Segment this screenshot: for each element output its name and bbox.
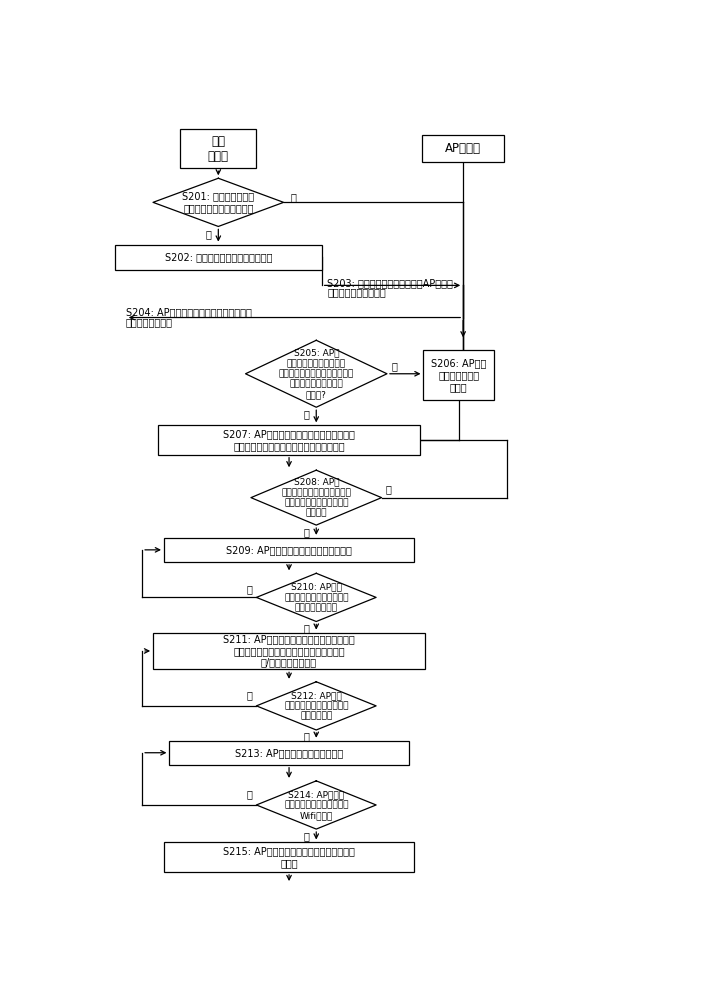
Text: S201: 调制解调器检测
专用承载处理是否发生异常: S201: 调制解调器检测 专用承载处理是否发生异常 — [183, 192, 254, 213]
Text: 发送所述异常处理通知: 发送所述异常处理通知 — [327, 287, 386, 297]
Text: AP处理器: AP处理器 — [445, 142, 481, 155]
Text: 是: 是 — [303, 623, 310, 633]
Bar — [164, 842, 414, 872]
Text: S207: AP处理器关闭所述调制解调器中当前
引起异常的第一协议栈，并开启第二协议栈: S207: AP处理器关闭所述调制解调器中当前 引起异常的第一协议栈，并开启第二… — [223, 429, 355, 451]
Text: 出的异常处理通知: 出的异常处理通知 — [126, 317, 173, 327]
Text: S203: 调制解调器向所述终端的AP处理器: S203: 调制解调器向所述终端的AP处理器 — [327, 278, 453, 288]
Text: 是: 是 — [246, 690, 252, 700]
Bar — [180, 129, 256, 168]
Text: 否: 否 — [386, 485, 392, 495]
Text: 是: 是 — [303, 831, 310, 841]
Bar — [153, 633, 425, 669]
Bar — [423, 350, 494, 400]
Text: 否: 否 — [246, 789, 252, 799]
Text: 是: 是 — [303, 527, 310, 537]
Bar — [115, 245, 322, 270]
Text: S215: AP处理器将所述异常报告消息上报至
服务器: S215: AP处理器将所述异常报告消息上报至 服务器 — [223, 846, 355, 868]
Text: 否: 否 — [391, 361, 397, 371]
Text: S208: AP处
理器判断所述移动终端基于所
述第二协议栈进行网络注册
是否成功: S208: AP处 理器判断所述移动终端基于所 述第二协议栈进行网络注册 是否成… — [282, 478, 351, 518]
Text: 否: 否 — [246, 584, 252, 594]
Bar — [169, 741, 409, 765]
Text: 是: 是 — [206, 229, 211, 239]
Bar — [423, 135, 504, 162]
Text: S212: AP处理
器检测是否存在所述异常原
因的上报记录: S212: AP处理 器检测是否存在所述异常原 因的上报记录 — [284, 691, 348, 721]
Text: S204: AP处理器接收终端的调制解调器发: S204: AP处理器接收终端的调制解调器发 — [126, 307, 252, 317]
Text: 否: 否 — [290, 192, 296, 202]
Bar — [159, 425, 420, 455]
Text: S211: AP处理器恢复调制解调器所支持的至
少两个协议栈中的默认协议栈的开关状态，
和/或复位调制解调器: S211: AP处理器恢复调制解调器所支持的至 少两个协议栈中的默认协议栈的开关… — [223, 634, 355, 668]
Text: S214: AP处理器
判断所述移动终端是否处于
Wifi网络中: S214: AP处理器 判断所述移动终端是否处于 Wifi网络中 — [284, 790, 348, 820]
Text: S205: AP处
理器检测预设时段内所述
调制解调器的专用承载处理发生
异常的次数是否超过预
设阈值?: S205: AP处 理器检测预设时段内所述 调制解调器的专用承载处理发生 异常的… — [279, 348, 354, 399]
Text: S202: 调制解调器生成异常处理通知: S202: 调制解调器生成异常处理通知 — [164, 252, 272, 262]
Text: S210: AP处理
器检测所述移动终端的当前
属性是否发生变化: S210: AP处理 器检测所述移动终端的当前 属性是否发生变化 — [284, 582, 348, 612]
Text: S213: AP处理器生成异常报告消息: S213: AP处理器生成异常报告消息 — [235, 748, 343, 758]
Text: 是: 是 — [303, 409, 310, 419]
Text: 调制
解调器: 调制 解调器 — [208, 135, 229, 163]
Text: S206: AP处理
器复位所述调制
解调器: S206: AP处理 器复位所述调制 解调器 — [431, 359, 486, 392]
Text: S209: AP处理器记录所述终端的当前属性: S209: AP处理器记录所述终端的当前属性 — [226, 545, 352, 555]
Bar — [164, 538, 414, 562]
Text: 否: 否 — [303, 732, 310, 742]
